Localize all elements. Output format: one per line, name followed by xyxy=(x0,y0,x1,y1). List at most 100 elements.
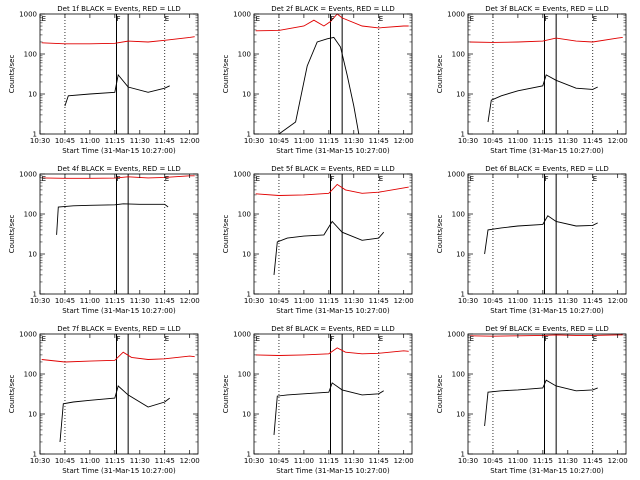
y-axis-label: Counts/sec xyxy=(8,375,16,414)
x-tick-label: 12:00 xyxy=(180,137,200,145)
x-tick-label: 11:15 xyxy=(105,137,125,145)
x-axis-label: Start Time (31-Mar-15 10:27:00) xyxy=(62,147,176,155)
segment-marker-label: F xyxy=(545,335,549,343)
y-tick-label: 1 xyxy=(247,451,251,459)
x-tick-label: 11:45 xyxy=(155,457,175,465)
y-tick-label: 1 xyxy=(33,291,37,299)
y-tick-label: 100 xyxy=(24,211,37,219)
segment-marker-label: E xyxy=(470,175,474,183)
y-tick-label: 1000 xyxy=(233,331,251,339)
x-tick-label: 12:00 xyxy=(394,137,414,145)
y-axis-label: Counts/sec xyxy=(8,55,16,94)
x-tick-label: 11:00 xyxy=(294,137,314,145)
panel-det-7: Det 7f BLACK = Events, RED = LLD Counts/s… xyxy=(8,325,200,475)
y-tick-label: 1000 xyxy=(447,11,465,19)
panel-det-5: Det 5f BLACK = Events, RED = LLD Counts/s… xyxy=(222,165,414,315)
segment-marker-label: E xyxy=(165,335,169,343)
x-tick-label: 10:30 xyxy=(244,297,264,305)
y-tick-label: 1 xyxy=(461,291,465,299)
x-tick-label: 11:15 xyxy=(533,137,553,145)
y-axis-label: Counts/sec xyxy=(436,55,444,94)
x-tick-label: 11:15 xyxy=(533,457,553,465)
segment-marker-label: E xyxy=(379,175,383,183)
panel-title: Det 7f BLACK = Events, RED = LLD xyxy=(57,325,180,333)
x-tick-label: 12:00 xyxy=(608,137,628,145)
x-tick-label: 11:45 xyxy=(369,457,389,465)
y-tick-label: 100 xyxy=(24,371,37,379)
y-axis-label: Counts/sec xyxy=(222,55,230,94)
x-tick-label: 12:00 xyxy=(394,457,414,465)
x-tick-label: 10:45 xyxy=(483,297,503,305)
events-series-line xyxy=(64,73,170,107)
y-tick-label: 10 xyxy=(242,411,251,419)
panel-title: Det 4f BLACK = Events, RED = LLD xyxy=(57,165,180,173)
segment-marker-label: E xyxy=(593,175,597,183)
x-axis-label: Start Time (31-Mar-15 10:27:00) xyxy=(490,147,604,155)
segment-marker-label: E xyxy=(470,15,474,23)
y-tick-label: 1000 xyxy=(233,171,251,179)
panel-title: Det 8f BLACK = Events, RED = LLD xyxy=(271,325,394,333)
panel-title: Det 5f BLACK = Events, RED = LLD xyxy=(271,165,394,173)
x-tick-label: 10:45 xyxy=(269,137,289,145)
x-tick-label: 12:00 xyxy=(180,297,200,305)
x-tick-label: 10:30 xyxy=(30,457,50,465)
x-tick-label: 11:15 xyxy=(105,457,125,465)
x-tick-label: 11:00 xyxy=(508,137,528,145)
y-tick-label: 1 xyxy=(33,131,37,139)
plot-frame xyxy=(467,173,627,295)
x-tick-label: 11:30 xyxy=(558,457,578,465)
y-tick-label: 1 xyxy=(247,291,251,299)
x-tick-label: 11:45 xyxy=(369,137,389,145)
lld-series-line xyxy=(41,175,195,179)
segment-marker-label: E xyxy=(256,335,260,343)
x-tick-label: 10:30 xyxy=(458,297,478,305)
y-tick-label: 100 xyxy=(238,51,251,59)
panel-det-3: Det 3f BLACK = Events, RED = LLD Counts/s… xyxy=(436,5,628,155)
lld-series-line xyxy=(469,334,623,337)
y-axis-label: Counts/sec xyxy=(436,215,444,254)
x-tick-label: 11:30 xyxy=(344,457,364,465)
y-tick-label: 100 xyxy=(452,51,465,59)
events-series-line xyxy=(484,379,598,427)
x-tick-label: 10:45 xyxy=(483,137,503,145)
plot-frame xyxy=(253,333,413,455)
segment-marker-label: E xyxy=(379,335,383,343)
segment-marker-label: F xyxy=(117,335,121,343)
lld-series-line xyxy=(255,347,409,356)
panel-title: Det 1f BLACK = Events, RED = LLD xyxy=(57,5,180,13)
x-tick-label: 11:30 xyxy=(344,297,364,305)
events-series-line xyxy=(487,74,598,123)
x-tick-label: 11:30 xyxy=(558,137,578,145)
events-series-line xyxy=(484,215,598,255)
y-tick-label: 1 xyxy=(247,131,251,139)
y-axis-label: Counts/sec xyxy=(436,375,444,414)
x-tick-label: 11:15 xyxy=(533,297,553,305)
segment-marker-label: E xyxy=(593,15,597,23)
segment-marker-label: F xyxy=(331,335,335,343)
y-tick-label: 1 xyxy=(33,451,37,459)
x-tick-label: 11:30 xyxy=(130,297,150,305)
y-tick-label: 1000 xyxy=(19,331,37,339)
events-series-line xyxy=(59,385,170,443)
panel-det-2: Det 2f BLACK = Events, RED = LLD Counts/s… xyxy=(222,5,414,155)
segment-marker-label: F xyxy=(545,15,549,23)
x-tick-label: 10:45 xyxy=(55,457,75,465)
x-tick-label: 11:15 xyxy=(319,137,339,145)
x-axis-label: Start Time (31-Mar-15 10:27:00) xyxy=(490,307,604,315)
plot-frame xyxy=(467,333,627,455)
y-axis-label: Counts/sec xyxy=(8,215,16,254)
x-tick-label: 10:45 xyxy=(269,457,289,465)
y-axis-label: Counts/sec xyxy=(222,215,230,254)
y-tick-label: 10 xyxy=(28,251,37,259)
x-tick-label: 11:00 xyxy=(80,457,100,465)
x-tick-label: 11:30 xyxy=(558,297,578,305)
y-tick-label: 1 xyxy=(461,451,465,459)
x-tick-label: 11:00 xyxy=(294,457,314,465)
y-tick-label: 100 xyxy=(452,371,465,379)
x-axis-label: Start Time (31-Mar-15 10:27:00) xyxy=(276,467,390,475)
panel-title: Det 2f BLACK = Events, RED = LLD xyxy=(271,5,394,13)
y-tick-label: 100 xyxy=(238,211,251,219)
x-tick-label: 11:15 xyxy=(105,297,125,305)
y-tick-label: 1 xyxy=(461,131,465,139)
segment-marker-label: E xyxy=(165,175,169,183)
